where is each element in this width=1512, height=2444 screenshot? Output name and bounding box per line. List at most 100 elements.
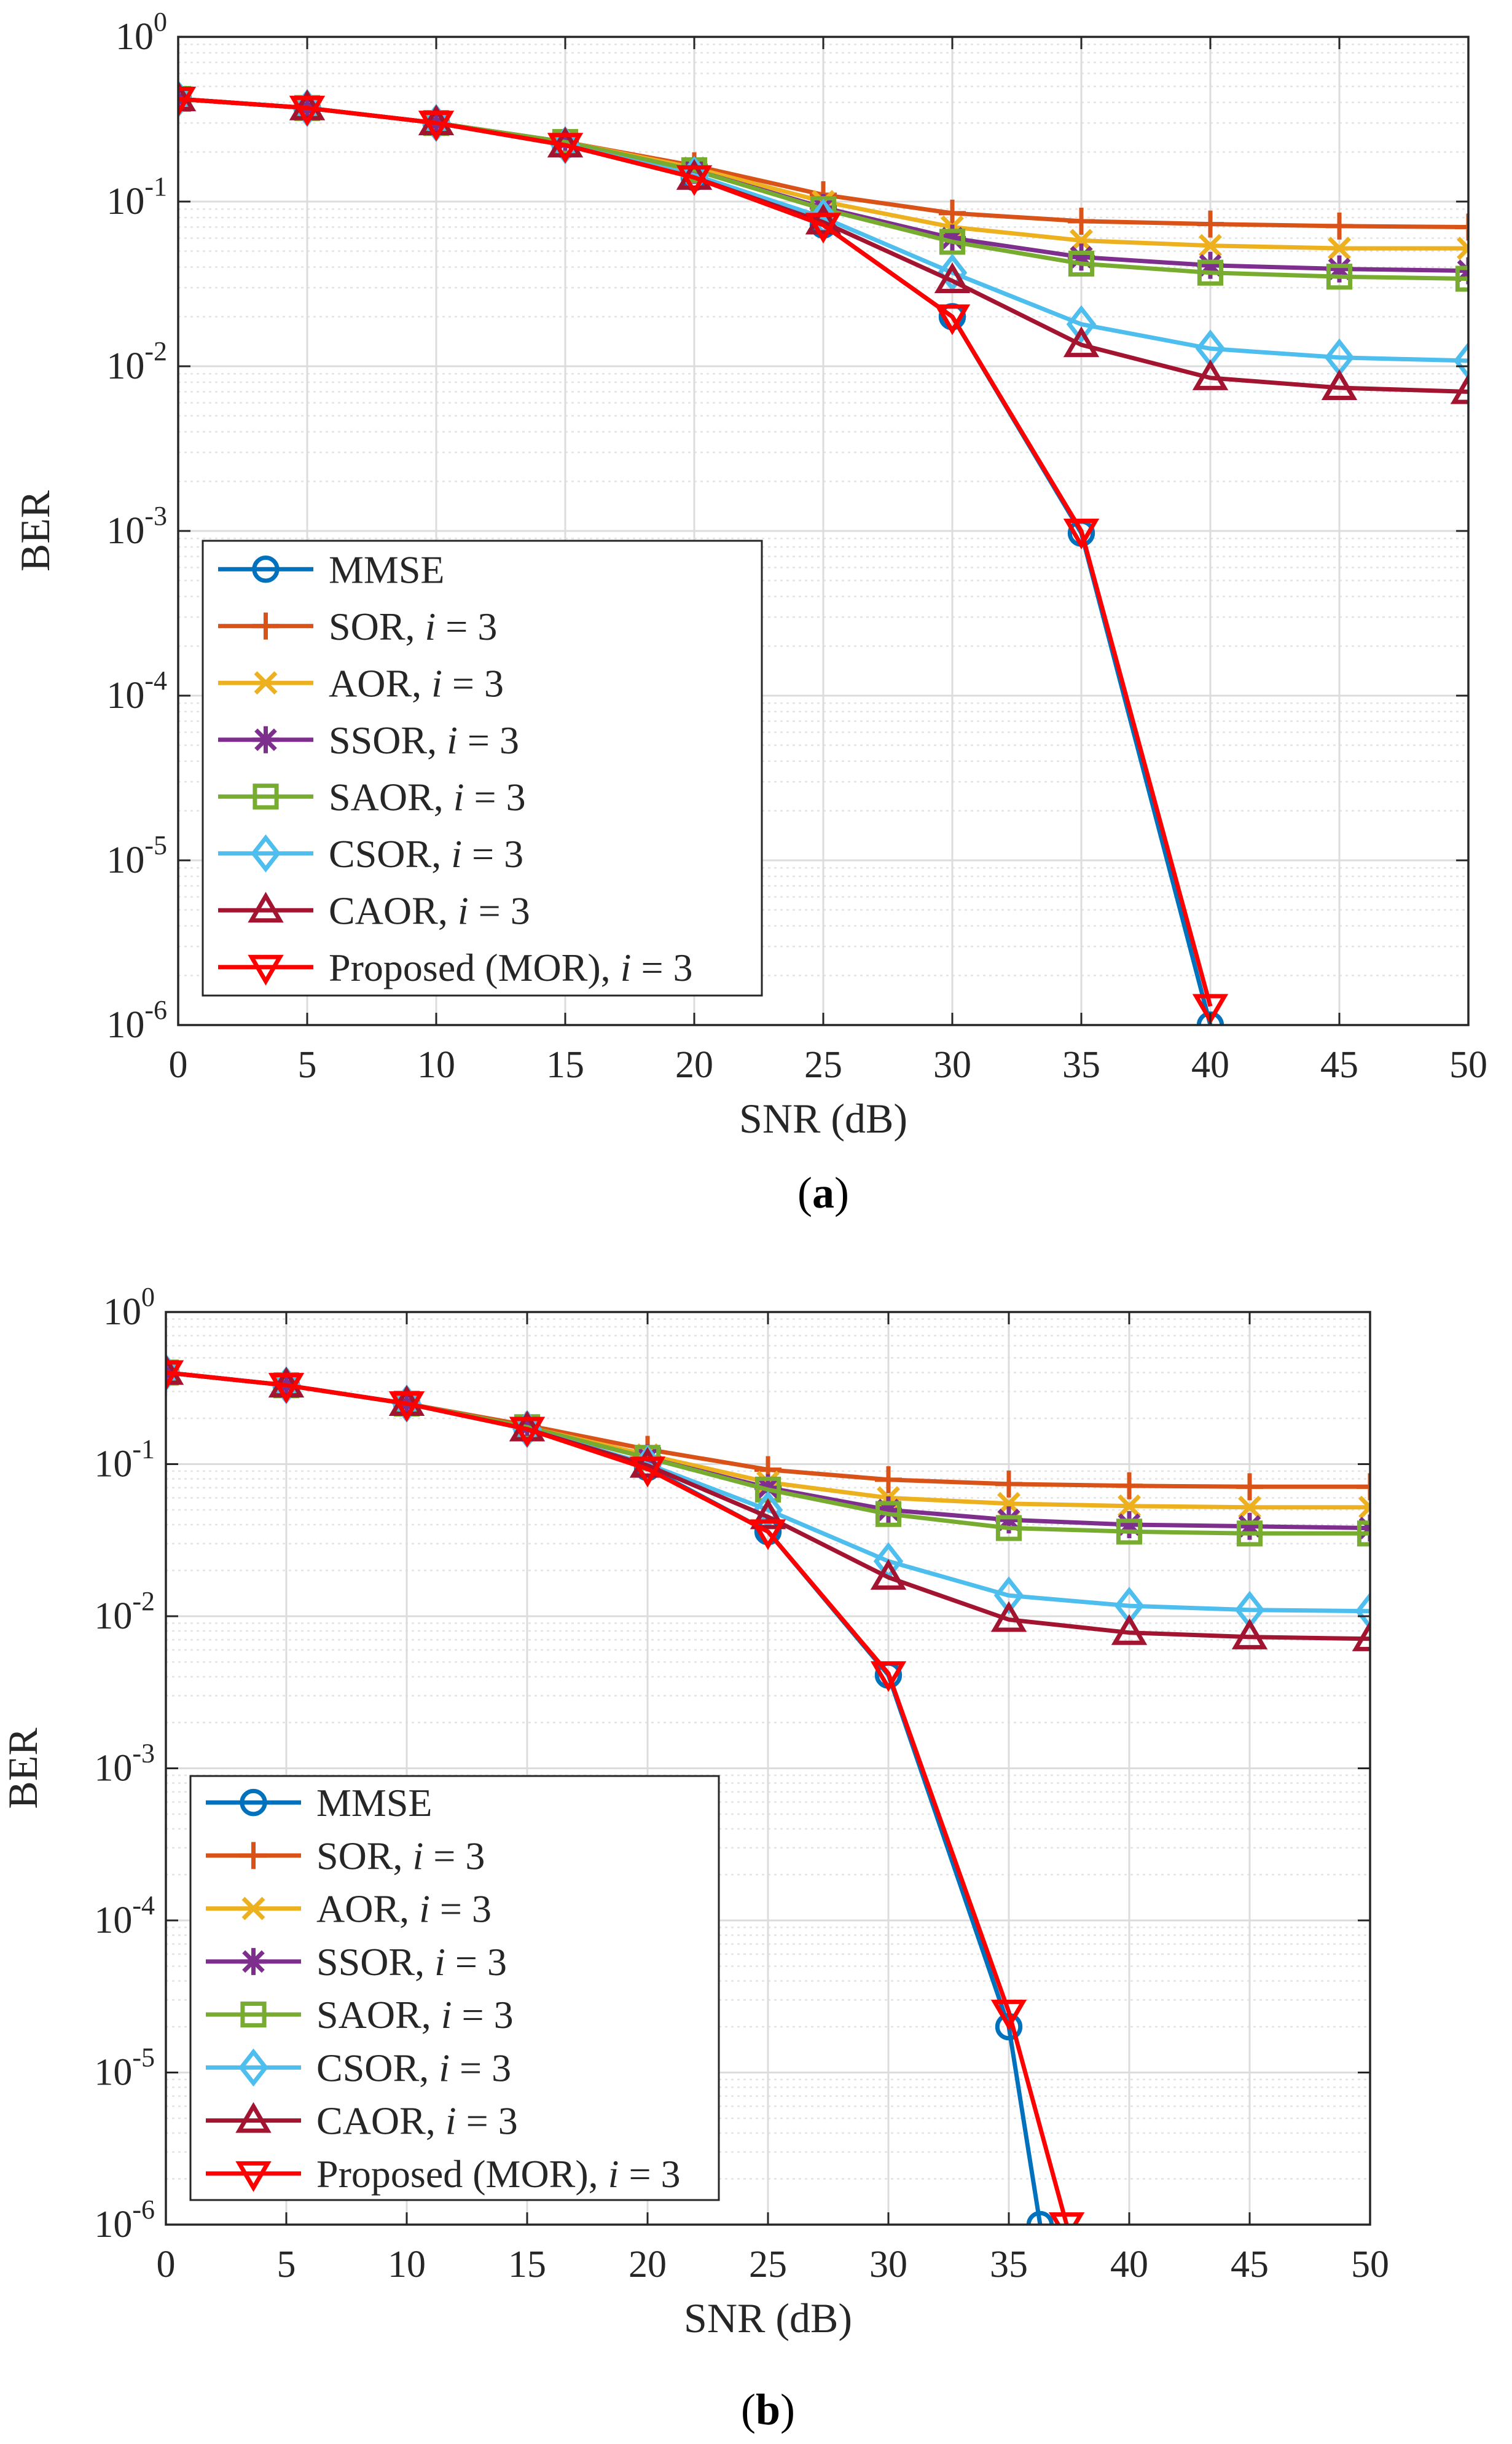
legend-entry-0: MMSE	[329, 548, 445, 591]
legend-entry-2: AOR, i = 3	[316, 1887, 492, 1931]
x-tick-label: 5	[277, 2244, 296, 2285]
x-tick-label: 30	[933, 1044, 971, 1086]
data-point-4-9	[1236, 1520, 1263, 1547]
caption-letter: a	[812, 1168, 834, 1217]
data-point-5-10	[1453, 342, 1468, 380]
y-tick-exponent: -1	[132, 1434, 155, 1464]
data-point-6-10	[1352, 1620, 1370, 1651]
y-tick-exponent: -4	[144, 666, 167, 696]
legend-suffix: = 3	[450, 2046, 511, 2089]
x-tick-label: 50	[1351, 2244, 1389, 2285]
data-point-3-6	[875, 1496, 902, 1523]
y-tick-label: 10-5	[94, 2043, 155, 2094]
legend-name: SOR,	[329, 605, 425, 648]
legend-suffix: = 3	[619, 2152, 680, 2196]
x-tick-label: 45	[1231, 2244, 1269, 2285]
x-tick-label: 35	[1062, 1044, 1100, 1086]
legend-name: SAOR,	[329, 775, 453, 819]
data-point-7-6	[870, 1661, 907, 1692]
legend-entry-3: SSOR, i = 3	[316, 1940, 507, 1984]
legend-suffix: = 3	[464, 775, 526, 819]
legend-entry-7: Proposed (MOR), i = 3	[316, 2152, 681, 2196]
data-point-6-4	[629, 1447, 666, 1478]
data-point-6-5	[805, 203, 842, 235]
legend-entry-4: SAOR, i = 3	[316, 1993, 514, 2037]
x-tick-label: 50	[1449, 1044, 1487, 1086]
legend-marker-0	[252, 556, 280, 583]
y-tick-base: 10	[106, 1004, 144, 1046]
data-point-6-9	[1231, 1618, 1268, 1649]
y-tick-exponent: -5	[144, 830, 167, 860]
caption-open: (	[741, 2385, 756, 2434]
data-point-6-6	[870, 1558, 907, 1590]
legend-entry-5: CSOR, i = 3	[329, 832, 523, 876]
y-tick-exponent: 0	[141, 1282, 155, 1312]
y-tick-exponent: -6	[144, 995, 167, 1025]
legend-marker-7	[248, 954, 284, 986]
y-tick-exponent: -6	[132, 2194, 155, 2225]
data-point-1-8	[1116, 1472, 1143, 1499]
data-point-1-8	[1197, 210, 1224, 238]
panel-caption: (a)	[797, 1168, 849, 1217]
x-axis-label: SNR (dB)	[684, 2295, 852, 2341]
legend-entry-5: CSOR, i = 3	[316, 2046, 511, 2089]
data-point-7-0	[166, 1360, 184, 1391]
legend-entry-2: AOR, i = 3	[329, 661, 504, 705]
caption-letter: b	[756, 2385, 780, 2434]
legend-suffix: = 3	[436, 605, 497, 648]
data-point-1-10	[1455, 213, 1468, 241]
legend-marker-5	[238, 2048, 268, 2087]
legend-suffix: = 3	[456, 2099, 518, 2143]
legend-suffix: = 3	[631, 946, 692, 989]
data-point-7-3	[547, 133, 584, 164]
data-point-7-6	[934, 304, 971, 336]
y-tick-base: 10	[94, 2052, 132, 2094]
y-tick-label: 10-2	[106, 336, 167, 387]
legend-var: i	[419, 1887, 430, 1931]
y-tick-label: 10-6	[94, 2194, 155, 2246]
legend-suffix: = 3	[458, 718, 519, 762]
data-point-1-6	[939, 199, 966, 227]
legend-var: i	[453, 775, 464, 819]
y-tick-label: 10-3	[106, 501, 167, 552]
data-point-2-10	[1457, 237, 1468, 261]
legend-marker-6	[248, 892, 284, 923]
legend-suffix: = 3	[423, 1834, 485, 1877]
legend-marker-2	[254, 671, 278, 695]
x-tick-label: 20	[629, 2244, 667, 2285]
x-tick-label: 5	[298, 1044, 317, 1086]
x-tick-label: 40	[1110, 2244, 1148, 2285]
y-axis-label: BER	[12, 490, 58, 572]
chart-panel-b: 0 5 10 15 20 25 30 35 40 45 5010010-110-210-310-41…	[0, 1282, 1389, 2434]
x-tick-label: 25	[804, 1044, 842, 1086]
data-point-7-1	[289, 95, 326, 127]
x-tick-label: 25	[749, 2244, 787, 2285]
data-point-0-8	[1026, 2210, 1054, 2225]
data-point-2-8	[1118, 1494, 1141, 1518]
legend-var: i	[431, 661, 442, 705]
data-point-6-9	[1321, 369, 1358, 401]
data-point-6-6	[934, 262, 971, 294]
caption-close: )	[834, 1168, 849, 1217]
y-tick-base: 10	[94, 2204, 132, 2246]
legend-var: i	[439, 2046, 450, 2089]
legend-suffix: = 3	[442, 661, 504, 705]
legend-marker-1	[252, 612, 280, 640]
y-tick-base: 10	[106, 510, 144, 552]
axes: 0 5 10 15 20 25 30 35 40 45 5010010-110-210-310-41…	[94, 1282, 1389, 2285]
y-tick-base: 10	[116, 16, 154, 58]
data-point-1-7	[1068, 207, 1095, 235]
legend-var: i	[621, 946, 632, 989]
legend-suffix: = 3	[430, 1887, 492, 1931]
y-tick-exponent: 0	[154, 7, 167, 37]
legend-name: CSOR,	[316, 2046, 439, 2089]
legend-box	[189, 1775, 720, 2201]
data-point-7-8	[1048, 2212, 1085, 2225]
data-point-1-6	[875, 1466, 902, 1493]
legend-name: SSOR,	[329, 718, 447, 762]
legend-var: i	[451, 832, 462, 876]
legend-marker-2	[241, 1896, 265, 1920]
legend-var: i	[608, 2152, 619, 2196]
y-tick-label: 10-2	[94, 1586, 155, 1637]
